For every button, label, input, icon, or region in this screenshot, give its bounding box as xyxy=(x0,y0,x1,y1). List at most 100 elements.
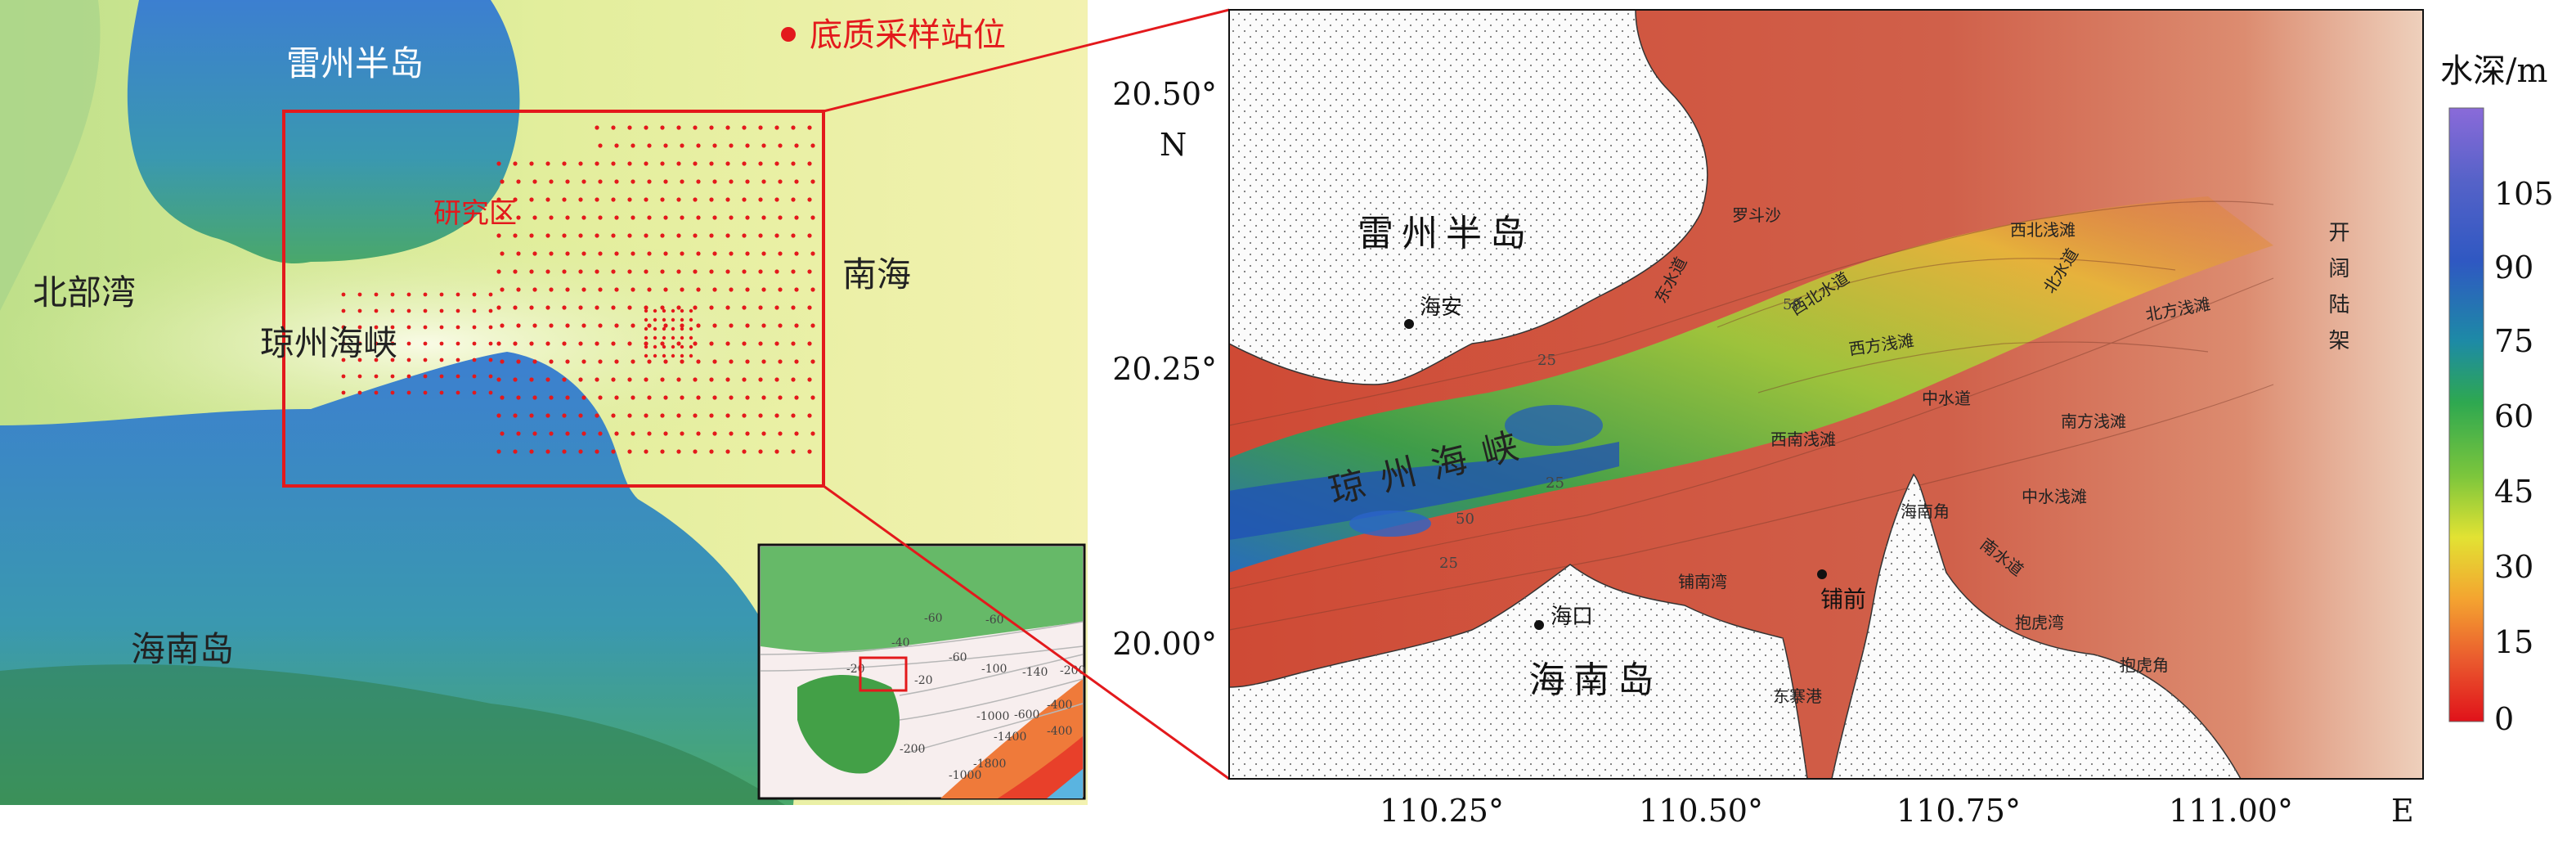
station-dot xyxy=(545,305,550,310)
station-dot xyxy=(565,323,570,328)
station-dot xyxy=(595,269,599,274)
station-dot xyxy=(729,431,734,436)
station-dot xyxy=(374,325,379,330)
station-dot xyxy=(709,161,714,166)
station-dot xyxy=(778,359,783,364)
station-dot xyxy=(631,143,635,148)
station-dot xyxy=(794,287,799,292)
inset-contour-label: -20 xyxy=(914,674,933,687)
inset-contour-label: -100 xyxy=(981,663,1007,676)
hainan-mountains xyxy=(0,664,785,805)
station-dot xyxy=(644,326,648,331)
station-dot xyxy=(578,161,583,166)
station-dot xyxy=(660,449,665,454)
station-dot xyxy=(529,269,534,274)
station-dot xyxy=(761,323,766,328)
station-dot xyxy=(745,431,750,436)
station-dot xyxy=(758,125,763,130)
contour-label: 50 xyxy=(1456,510,1474,528)
station-dot xyxy=(778,395,783,400)
inset-contour-label: -1800 xyxy=(973,758,1006,771)
station-dot xyxy=(680,431,684,436)
station-dot xyxy=(807,161,812,166)
station-dot xyxy=(496,305,501,310)
station-dot xyxy=(357,358,362,362)
label-right-hainan: 海南岛 xyxy=(1529,659,1662,701)
label-qiongzhou: 琼州海峡 xyxy=(260,323,397,363)
station-dot xyxy=(516,251,521,256)
station-dot xyxy=(341,341,346,346)
y-axis-unit: N xyxy=(1160,127,1187,163)
station-dot xyxy=(807,197,812,202)
station-dot xyxy=(647,179,652,184)
station-dot xyxy=(529,449,534,454)
station-dot xyxy=(663,143,668,148)
station-dot xyxy=(680,308,684,313)
inset-map: -60 -60-40-20-20-60-100 -140 -200-1000 -600-… xyxy=(757,543,1086,800)
station-dot xyxy=(500,251,505,256)
station-dot xyxy=(660,413,665,418)
station-dot xyxy=(761,287,766,292)
station-dot xyxy=(627,305,632,310)
station-dot xyxy=(791,269,796,274)
station-dot xyxy=(742,161,747,166)
station-dot xyxy=(745,359,750,364)
station-dot xyxy=(725,197,730,202)
colorbar-tick-label: 30 xyxy=(2494,549,2533,585)
station-dot xyxy=(729,287,734,292)
station-dot xyxy=(496,233,501,238)
station-dot xyxy=(758,269,763,274)
station-dot xyxy=(406,390,411,395)
station-dot xyxy=(549,287,554,292)
station-dot xyxy=(500,179,505,184)
station-dot xyxy=(794,395,799,400)
label-nanhai: 南海 xyxy=(842,254,911,295)
colorbar-ticks: 105 90 75 60 45 30 15 0 xyxy=(2494,176,2554,737)
station-dot xyxy=(647,251,652,256)
station-dot xyxy=(709,233,714,238)
station-dot xyxy=(644,377,648,382)
station-dot xyxy=(595,449,599,454)
station-dot xyxy=(578,233,583,238)
station-dot xyxy=(390,292,395,297)
station-dot xyxy=(513,161,518,166)
station-dot xyxy=(680,359,684,364)
station-dot xyxy=(611,305,616,310)
station-dot xyxy=(761,215,766,220)
station-dot xyxy=(653,317,657,322)
station-dot xyxy=(472,292,477,297)
station-dot xyxy=(660,233,665,238)
station-dot xyxy=(562,449,567,454)
station-dot xyxy=(614,287,619,292)
feature-label: 罗斗沙 xyxy=(1732,205,1781,225)
station-dot xyxy=(696,143,701,148)
station-dot xyxy=(693,197,698,202)
station-dot xyxy=(598,287,603,292)
station-dot xyxy=(513,197,518,202)
station-dot xyxy=(761,179,766,184)
y-tick-label: 20.00° xyxy=(1112,626,1217,662)
station-dot xyxy=(598,251,603,256)
station-dot xyxy=(611,449,616,454)
station-dot xyxy=(631,251,635,256)
station-dot xyxy=(791,233,796,238)
station-dot xyxy=(562,161,567,166)
station-dot xyxy=(676,269,681,274)
station-dot xyxy=(374,308,379,313)
station-dot xyxy=(709,305,714,310)
feature-label: 西南浅滩 xyxy=(1770,429,1836,449)
station-dot xyxy=(529,413,534,418)
station-dot xyxy=(644,305,648,310)
station-dot xyxy=(663,251,668,256)
contour-label: 25 xyxy=(1537,352,1556,369)
station-dot xyxy=(562,305,567,310)
station-dot xyxy=(712,179,717,184)
station-dot xyxy=(545,413,550,418)
station-dot xyxy=(578,449,583,454)
station-dot xyxy=(595,377,599,382)
station-dot xyxy=(676,413,681,418)
inset-contour-label: -400 xyxy=(1047,725,1072,738)
station-dot xyxy=(496,161,501,166)
